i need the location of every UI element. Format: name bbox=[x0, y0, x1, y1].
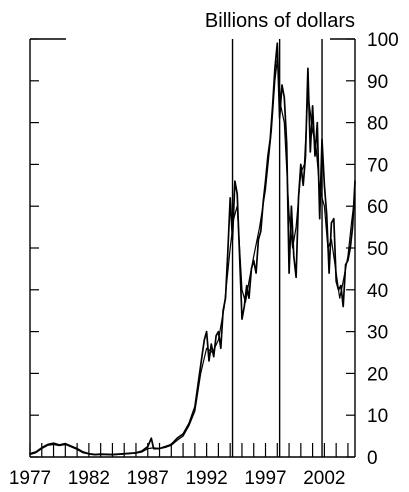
series-line-1 bbox=[29, 59, 356, 456]
y-tick-label: 90 bbox=[367, 72, 388, 93]
x-tick-label: 1987 bbox=[127, 468, 169, 489]
y-tick-label: 10 bbox=[367, 406, 388, 427]
y-tick-label: 80 bbox=[367, 114, 388, 135]
x-tick-label: 1997 bbox=[244, 468, 286, 489]
y-tick-label: 100 bbox=[367, 30, 399, 51]
y-tick-label: 40 bbox=[367, 281, 388, 302]
series-line-0 bbox=[29, 42, 356, 456]
y-tick-label: 0 bbox=[367, 448, 378, 469]
x-tick-label: 1977 bbox=[9, 468, 51, 489]
y-tick-label: 50 bbox=[367, 239, 388, 260]
y-tick-label: 60 bbox=[367, 197, 388, 218]
x-tick-label: 1982 bbox=[68, 468, 110, 489]
unit-label: Billions of dollars bbox=[205, 10, 355, 32]
x-tick-label: 1992 bbox=[185, 468, 227, 489]
y-ticks: 0 10 20 30 40 50 60 70 80 90 100 bbox=[30, 30, 399, 469]
x-tick-label: 2002 bbox=[303, 468, 345, 489]
y-tick-label: 20 bbox=[367, 364, 388, 385]
x-ticks: 1977 1982 1987 1992 1997 2002 bbox=[9, 443, 349, 489]
y-tick-label: 30 bbox=[367, 323, 388, 344]
y-tick-label: 70 bbox=[367, 155, 388, 176]
series-lines bbox=[29, 42, 356, 456]
